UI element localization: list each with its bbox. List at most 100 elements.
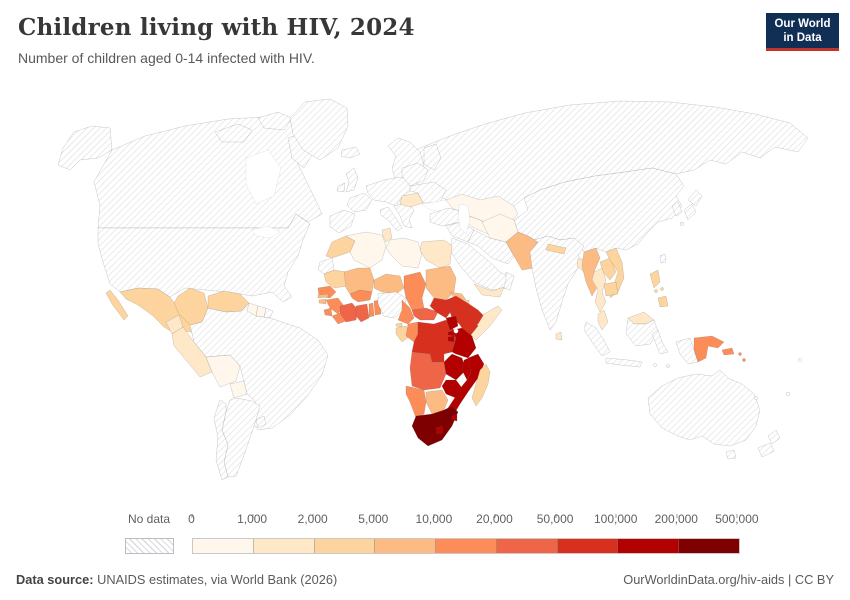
legend-tick: 500,000 <box>715 512 759 526</box>
country-angola[interactable] <box>409 351 447 391</box>
country-iberia[interactable] <box>329 209 356 234</box>
country-uganda[interactable] <box>445 315 459 331</box>
country-united-kingdom[interactable] <box>345 167 359 193</box>
country-chile[interactable] <box>213 399 229 481</box>
country-ghana[interactable] <box>355 303 370 323</box>
lake-victoria <box>453 328 459 334</box>
country-taiwan[interactable] <box>659 253 667 264</box>
country-colombia[interactable] <box>173 287 209 326</box>
country-australia[interactable] <box>647 369 761 460</box>
country-new-zealand[interactable] <box>757 429 781 458</box>
country-oman[interactable] <box>503 271 515 291</box>
country-tunisia[interactable] <box>381 227 393 243</box>
country-burundi[interactable] <box>447 335 455 343</box>
country-niger[interactable] <box>373 273 405 295</box>
legend-segment[interactable] <box>436 539 497 553</box>
country-south-africa[interactable] <box>411 405 459 447</box>
footer: Data source: UNAIDS estimates, via World… <box>16 572 834 587</box>
country-finland[interactable] <box>423 143 442 171</box>
country-iceland[interactable] <box>340 146 361 159</box>
country-algeria[interactable] <box>345 231 387 269</box>
legend-segment[interactable] <box>496 539 558 553</box>
country-sierra-leone[interactable] <box>323 307 333 317</box>
legend-segment[interactable] <box>314 539 376 553</box>
country-cambodia[interactable] <box>603 281 619 297</box>
country-uruguay[interactable] <box>255 415 267 429</box>
country-thailand[interactable] <box>591 267 607 313</box>
country-canada[interactable] <box>57 111 323 229</box>
country-libya[interactable] <box>385 237 423 269</box>
country-malaysia[interactable] <box>597 309 655 331</box>
country-indonesia[interactable] <box>583 317 699 368</box>
legend-tick: 100,000 <box>593 512 638 526</box>
owid-link[interactable]: OurWorldinData.org/hiv-aids | CC BY <box>623 572 834 587</box>
country-sri-lanka[interactable] <box>555 331 563 341</box>
legend-tick: 0 <box>188 512 195 526</box>
country-belarus-baltics[interactable] <box>401 162 429 187</box>
country-italy[interactable] <box>379 206 403 232</box>
legend-segment[interactable] <box>618 539 680 553</box>
country-vietnam[interactable] <box>605 247 625 299</box>
country-mali[interactable] <box>343 267 375 295</box>
country-morocco[interactable] <box>325 235 356 259</box>
country-egypt[interactable] <box>419 239 453 269</box>
legend-tick: 1,000 <box>237 512 268 526</box>
data-source-text: Data source: UNAIDS estimates, via World… <box>16 572 338 587</box>
country-south-korea[interactable] <box>671 201 683 217</box>
country-gabon[interactable] <box>395 325 411 343</box>
legend-segment[interactable] <box>193 539 254 553</box>
owid-logo-line1: Our World <box>774 18 831 30</box>
country-japan[interactable] <box>679 189 703 227</box>
legend-segment[interactable] <box>375 539 437 553</box>
owid-logo[interactable]: Our World in Data <box>766 13 839 51</box>
country-togo[interactable] <box>368 302 375 318</box>
country-romania[interactable] <box>399 192 424 208</box>
country-ireland[interactable] <box>336 182 346 193</box>
legend-tick: 50,000 <box>536 512 574 526</box>
legend-tick: 2,000 <box>297 512 328 526</box>
country-cote-divoire[interactable] <box>339 302 359 323</box>
country-zimbabwe[interactable] <box>441 379 463 399</box>
country-india[interactable] <box>529 235 587 331</box>
country-burkina-faso[interactable] <box>349 289 373 303</box>
country-madagascar[interactable] <box>471 363 491 407</box>
country-pacific-islands[interactable] <box>754 358 802 400</box>
country-argentina[interactable] <box>221 397 261 478</box>
legend-tick-labels: 0 1,000 2,000 5,000 10,000 20,000 50,000… <box>188 512 759 534</box>
no-data-swatch[interactable] <box>125 538 174 554</box>
country-nigeria[interactable] <box>377 291 407 319</box>
country-eswatini[interactable] <box>451 414 458 422</box>
country-paraguay[interactable] <box>229 380 248 399</box>
no-data-label: No data <box>127 512 171 526</box>
legend-tick: 20,000 <box>476 512 513 526</box>
country-papua-new-guinea[interactable] <box>693 335 725 363</box>
country-central-african-republic[interactable] <box>411 307 439 321</box>
country-china[interactable] <box>513 167 685 253</box>
legend-segment[interactable] <box>679 539 740 553</box>
country-guinea-bissau[interactable] <box>318 298 327 305</box>
country-france[interactable] <box>346 192 373 213</box>
country-suriname[interactable] <box>255 305 267 318</box>
country-equatorial-guinea[interactable] <box>395 322 403 328</box>
country-venezuela[interactable] <box>207 290 250 313</box>
hudson-bay <box>245 149 282 205</box>
great-lakes <box>251 225 281 239</box>
country-namibia[interactable] <box>405 385 427 419</box>
country-lesotho[interactable] <box>435 425 444 435</box>
country-yemen[interactable] <box>473 283 505 298</box>
country-chad[interactable] <box>403 271 427 311</box>
country-philippines[interactable] <box>649 269 669 308</box>
country-solomon-islands[interactable] <box>721 347 746 362</box>
page-title: Children living with HIV, 2024 <box>18 14 415 41</box>
legend-segment[interactable] <box>557 539 619 553</box>
legend-segment[interactable] <box>253 539 315 553</box>
country-sudan[interactable] <box>425 265 457 301</box>
legend-color-bar <box>192 538 740 554</box>
country-nepal[interactable] <box>545 243 567 255</box>
country-bolivia[interactable] <box>205 354 241 388</box>
legend-tick: 10,000 <box>415 512 453 526</box>
country-greenland[interactable] <box>289 98 349 161</box>
country-gambia[interactable] <box>317 293 329 299</box>
caspian-sea <box>457 203 471 235</box>
